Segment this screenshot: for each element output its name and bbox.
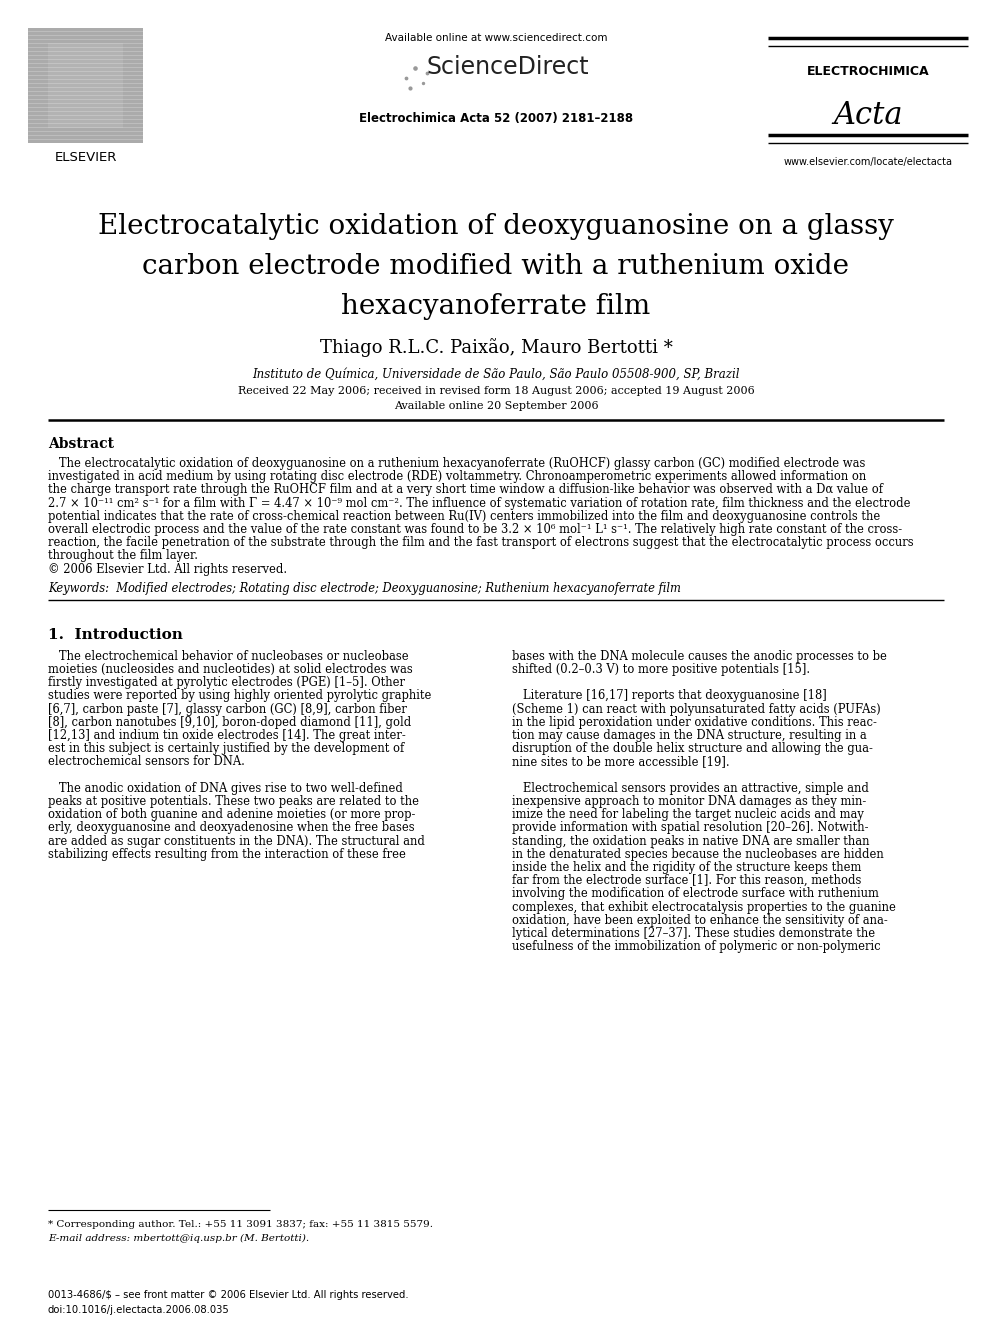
Text: inside the helix and the rigidity of the structure keeps them: inside the helix and the rigidity of the… [512,861,861,875]
Text: complexes, that exhibit electrocatalysis properties to the guanine: complexes, that exhibit electrocatalysis… [512,901,896,914]
Text: Electrocatalytic oxidation of deoxyguanosine on a glassy: Electrocatalytic oxidation of deoxyguano… [98,213,894,239]
Text: reaction, the facile penetration of the substrate through the film and the fast : reaction, the facile penetration of the … [48,536,914,549]
Text: * Corresponding author. Tel.: +55 11 3091 3837; fax: +55 11 3815 5579.: * Corresponding author. Tel.: +55 11 309… [48,1220,433,1229]
Text: erly, deoxyguanosine and deoxyadenosine when the free bases: erly, deoxyguanosine and deoxyadenosine … [48,822,415,835]
Text: Abstract: Abstract [48,437,114,451]
Text: involving the modification of electrode surface with ruthenium: involving the modification of electrode … [512,888,879,901]
Text: carbon electrode modified with a ruthenium oxide: carbon electrode modified with a rutheni… [143,253,849,280]
Text: lytical determinations [27–37]. These studies demonstrate the: lytical determinations [27–37]. These st… [512,927,875,941]
Text: imize the need for labeling the target nucleic acids and may: imize the need for labeling the target n… [512,808,864,822]
Text: 2.7 × 10⁻¹¹ cm² s⁻¹ for a film with Γ = 4.47 × 10⁻⁹ mol cm⁻². The influence of s: 2.7 × 10⁻¹¹ cm² s⁻¹ for a film with Γ = … [48,496,911,509]
Text: Received 22 May 2006; received in revised form 18 August 2006; accepted 19 Augus: Received 22 May 2006; received in revise… [238,386,754,396]
Text: tion may cause damages in the DNA structure, resulting in a: tion may cause damages in the DNA struct… [512,729,867,742]
Text: peaks at positive potentials. These two peaks are related to the: peaks at positive potentials. These two … [48,795,419,808]
Text: oxidation, have been exploited to enhance the sensitivity of ana-: oxidation, have been exploited to enhanc… [512,914,888,927]
Text: shifted (0.2–0.3 V) to more positive potentials [15].: shifted (0.2–0.3 V) to more positive pot… [512,663,810,676]
Text: doi:10.1016/j.electacta.2006.08.035: doi:10.1016/j.electacta.2006.08.035 [48,1304,230,1315]
Text: The anodic oxidation of DNA gives rise to two well-defined: The anodic oxidation of DNA gives rise t… [48,782,403,795]
Text: [8], carbon nanotubes [9,10], boron-doped diamond [11], gold: [8], carbon nanotubes [9,10], boron-dope… [48,716,412,729]
Text: Available online at www.sciencedirect.com: Available online at www.sciencedirect.co… [385,33,607,44]
Text: firstly investigated at pyrolytic electrodes (PGE) [1–5]. Other: firstly investigated at pyrolytic electr… [48,676,405,689]
Text: Acta: Acta [833,101,903,131]
Text: electrochemical sensors for DNA.: electrochemical sensors for DNA. [48,755,245,769]
Text: ELSEVIER: ELSEVIER [55,151,117,164]
Text: moieties (nucleosides and nucleotides) at solid electrodes was: moieties (nucleosides and nucleotides) a… [48,663,413,676]
Text: est in this subject is certainly justified by the development of: est in this subject is certainly justifi… [48,742,405,755]
Text: The electrocatalytic oxidation of deoxyguanosine on a ruthenium hexacyanoferrate: The electrocatalytic oxidation of deoxyg… [48,456,865,470]
Bar [48,44,123,128]
Text: throughout the film layer.: throughout the film layer. [48,549,198,562]
Text: Literature [16,17] reports that deoxyguanosine [18]: Literature [16,17] reports that deoxygua… [512,689,826,703]
Text: oxidation of both guanine and adenine moieties (or more prop-: oxidation of both guanine and adenine mo… [48,808,416,822]
Text: 1.  Introduction: 1. Introduction [48,628,183,642]
Text: in the denaturated species because the nucleobases are hidden: in the denaturated species because the n… [512,848,884,861]
Text: far from the electrode surface [1]. For this reason, methods: far from the electrode surface [1]. For … [512,875,861,888]
Text: bases with the DNA molecule causes the anodic processes to be: bases with the DNA molecule causes the a… [512,650,887,663]
Bar [28,28,143,143]
Text: Instituto de Química, Universidade de São Paulo, São Paulo 05508-900, SP, Brazil: Instituto de Química, Universidade de Sã… [252,368,740,381]
Text: E-mail address: mbertott@iq.usp.br (M. Bertotti).: E-mail address: mbertott@iq.usp.br (M. B… [48,1234,310,1244]
Text: © 2006 Elsevier Ltd. All rights reserved.: © 2006 Elsevier Ltd. All rights reserved… [48,562,287,576]
Text: nine sites to be more accessible [19].: nine sites to be more accessible [19]. [512,755,730,769]
Text: [6,7], carbon paste [7], glassy carbon (GC) [8,9], carbon fiber: [6,7], carbon paste [7], glassy carbon (… [48,703,407,716]
Text: hexacyanoferrate film: hexacyanoferrate film [341,292,651,320]
Text: the charge transport rate through the RuOHCF film and at a very short time windo: the charge transport rate through the Ru… [48,483,883,496]
Text: studies were reported by using highly oriented pyrolytic graphite: studies were reported by using highly or… [48,689,432,703]
Text: Electrochimica Acta 52 (2007) 2181–2188: Electrochimica Acta 52 (2007) 2181–2188 [359,112,633,124]
Text: Keywords:  Modified electrodes; Rotating disc electrode; Deoxyguanosine; Rutheni: Keywords: Modified electrodes; Rotating … [48,582,681,595]
Text: investigated in acid medium by using rotating disc electrode (RDE) voltammetry. : investigated in acid medium by using rot… [48,470,866,483]
Text: disruption of the double helix structure and allowing the gua-: disruption of the double helix structure… [512,742,873,755]
Text: The electrochemical behavior of nucleobases or nucleobase: The electrochemical behavior of nucleoba… [48,650,409,663]
Text: www.elsevier.com/locate/electacta: www.elsevier.com/locate/electacta [784,157,952,167]
Text: potential indicates that the rate of cross-chemical reaction between Ru(IV) cent: potential indicates that the rate of cro… [48,509,880,523]
Text: Available online 20 September 2006: Available online 20 September 2006 [394,401,598,411]
Text: stabilizing effects resulting from the interaction of these free: stabilizing effects resulting from the i… [48,848,406,861]
Text: usefulness of the immobilization of polymeric or non-polymeric: usefulness of the immobilization of poly… [512,941,881,953]
Text: 0013-4686/$ – see front matter © 2006 Elsevier Ltd. All rights reserved.: 0013-4686/$ – see front matter © 2006 El… [48,1290,409,1301]
Text: provide information with spatial resolution [20–26]. Notwith-: provide information with spatial resolut… [512,822,869,835]
Text: (Scheme 1) can react with polyunsaturated fatty acids (PUFAs): (Scheme 1) can react with polyunsaturate… [512,703,881,716]
Text: [12,13] and indium tin oxide electrodes [14]. The great inter-: [12,13] and indium tin oxide electrodes … [48,729,406,742]
Text: Electrochemical sensors provides an attractive, simple and: Electrochemical sensors provides an attr… [512,782,869,795]
Text: ELECTROCHIMICA: ELECTROCHIMICA [806,65,930,78]
Text: in the lipid peroxidation under oxidative conditions. This reac-: in the lipid peroxidation under oxidativ… [512,716,877,729]
Text: overall electrodic process and the value of the rate constant was found to be 3.: overall electrodic process and the value… [48,523,902,536]
Text: standing, the oxidation peaks in native DNA are smaller than: standing, the oxidation peaks in native … [512,835,870,848]
Text: ScienceDirect: ScienceDirect [427,56,589,79]
Text: inexpensive approach to monitor DNA damages as they min-: inexpensive approach to monitor DNA dama… [512,795,866,808]
Text: are added as sugar constituents in the DNA). The structural and: are added as sugar constituents in the D… [48,835,425,848]
Text: Thiago R.L.C. Paixão, Mauro Bertotti *: Thiago R.L.C. Paixão, Mauro Bertotti * [319,337,673,357]
